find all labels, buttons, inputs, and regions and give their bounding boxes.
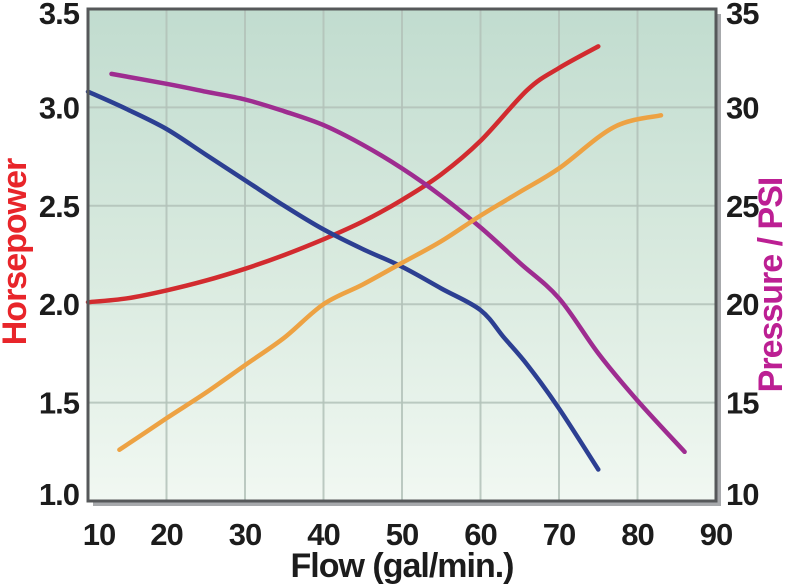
plot-area [88, 9, 721, 506]
curve-red-horsepower [85, 44, 601, 305]
plot-frame [86, 7, 718, 503]
x-tick-label: 80 [621, 517, 653, 552]
y-axis-title-right: Pressure / PSI [752, 178, 790, 393]
y-left-tick-label: 2.0 [39, 287, 79, 322]
tick-labels: 10 20 30 40 50 60 70 80 90 3.5 3.0 2.5 2.0 1.5 1.0 35 30… [39, 0, 760, 552]
y-left-tick-label: 2.5 [39, 189, 80, 224]
x-tick-label: 70 [543, 517, 575, 552]
y-left-tick-label: 3.0 [39, 90, 79, 125]
curves [85, 44, 687, 472]
y-right-tick-label: 15 [726, 386, 759, 421]
y-axis-title-left: Horsepower [0, 158, 34, 345]
gridlines [88, 9, 716, 501]
x-tick-label: 90 [700, 517, 732, 552]
plot-border [86, 7, 718, 503]
y-right-tick-label: 30 [726, 90, 758, 125]
x-axis-title: Flow (gal/min.) [291, 547, 514, 585]
y-left-tick-label: 1.0 [39, 477, 79, 512]
y-right-tick-label: 25 [726, 189, 759, 224]
y-right-tick-label: 35 [726, 0, 759, 31]
curve-orange-curve [117, 113, 664, 453]
curve-blue-curve [85, 89, 601, 472]
y-right-tick-label: 20 [726, 287, 758, 322]
curve-purple-pressure [109, 71, 687, 455]
x-tick-label: 50 [386, 517, 418, 552]
x-tick-label: 40 [307, 517, 339, 552]
x-tick-label: 10 [83, 517, 115, 552]
x-tick-label: 30 [229, 517, 261, 552]
y-left-tick-label: 3.5 [39, 0, 80, 31]
y-left-tick-label: 1.5 [39, 386, 80, 421]
y-right-tick-label: 10 [726, 477, 758, 512]
x-tick-label: 60 [464, 517, 496, 552]
x-tick-label: 20 [150, 517, 182, 552]
